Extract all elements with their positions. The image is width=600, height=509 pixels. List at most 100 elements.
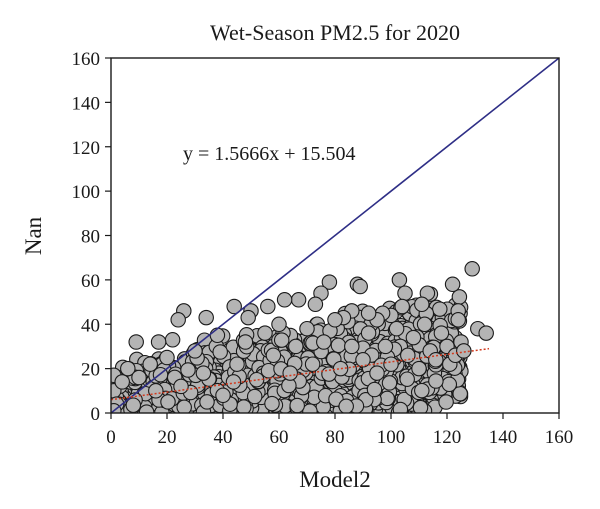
- data-point: [330, 337, 347, 354]
- data-point: [128, 334, 144, 350]
- data-point: [148, 383, 164, 399]
- data-point: [327, 312, 343, 328]
- data-point: [299, 320, 315, 337]
- data-point: [304, 356, 321, 372]
- data-point: [271, 316, 287, 333]
- data-point: [394, 298, 410, 315]
- data-point: [355, 352, 371, 368]
- data-point: [352, 278, 368, 295]
- x-tick-label: 160: [545, 427, 574, 448]
- data-point: [288, 338, 304, 355]
- data-points: [111, 261, 494, 413]
- data-point: [338, 398, 354, 413]
- x-tick-label: 20: [158, 427, 177, 448]
- data-point: [225, 374, 242, 390]
- data-point: [433, 325, 450, 341]
- data-point: [276, 292, 293, 308]
- data-point: [176, 399, 192, 413]
- data-point: [332, 360, 349, 377]
- data-point: [240, 309, 256, 326]
- x-axis-label: Model2: [299, 467, 371, 492]
- regression-equation: y = 1.5666x + 15.504: [183, 143, 356, 165]
- data-point: [160, 394, 176, 410]
- data-point: [412, 399, 429, 413]
- data-point: [265, 347, 282, 364]
- data-point: [400, 347, 416, 364]
- x-tick-label: 0: [106, 427, 116, 448]
- x-tick-label: 60: [270, 427, 289, 448]
- data-point: [441, 376, 458, 393]
- x-tick-label: 80: [326, 427, 345, 448]
- data-point: [456, 343, 472, 359]
- data-point: [405, 329, 422, 346]
- data-point: [138, 404, 155, 413]
- y-tick-label: 20: [81, 360, 100, 381]
- data-point: [198, 309, 214, 326]
- data-point: [478, 325, 494, 341]
- data-point: [150, 334, 167, 350]
- y-tick-label: 100: [72, 182, 101, 203]
- data-point: [180, 362, 196, 378]
- data-point: [195, 365, 212, 381]
- data-point: [302, 403, 318, 413]
- data-point: [392, 401, 409, 413]
- data-point: [321, 274, 338, 290]
- data-point: [290, 292, 307, 308]
- data-point: [428, 373, 444, 389]
- data-point: [416, 316, 433, 333]
- data-point: [399, 371, 415, 387]
- y-tick-label: 80: [81, 227, 100, 248]
- data-point: [212, 344, 228, 360]
- identity-line: [110, 57, 560, 414]
- data-point: [170, 312, 186, 328]
- data-point: [187, 343, 203, 359]
- data-point: [377, 338, 394, 355]
- data-point: [229, 356, 245, 372]
- data-point: [246, 388, 263, 405]
- data-point: [444, 276, 461, 293]
- data-point: [289, 397, 305, 413]
- data-point: [237, 334, 254, 350]
- data-point: [248, 371, 265, 388]
- data-point: [120, 360, 136, 377]
- data-point: [414, 382, 430, 399]
- chart-title: Wet-Season PM2.5 for 2020: [210, 20, 460, 45]
- data-point: [369, 365, 385, 381]
- data-point: [114, 374, 130, 390]
- data-point: [131, 369, 147, 386]
- y-tick-label: 60: [81, 271, 100, 292]
- data-point: [236, 399, 252, 413]
- data-point: [209, 327, 226, 344]
- data-point: [360, 325, 377, 341]
- x-tick-label: 120: [433, 427, 462, 448]
- y-tick-label: 120: [72, 138, 101, 159]
- data-point: [142, 356, 158, 372]
- data-point: [226, 298, 242, 315]
- data-point: [257, 325, 273, 341]
- y-tick-label: 40: [81, 315, 100, 336]
- data-point: [282, 365, 298, 381]
- data-point: [379, 390, 395, 407]
- data-point: [316, 334, 332, 350]
- y-tick-label: 0: [91, 404, 101, 425]
- y-tick-label: 140: [72, 93, 101, 114]
- y-axis-ticks: 0 20 40 60 80 100 120 140 160: [72, 49, 111, 425]
- data-point: [411, 360, 427, 377]
- data-point: [391, 272, 408, 288]
- data-point: [414, 296, 430, 313]
- y-axis-label: Nan: [21, 216, 46, 255]
- data-point: [164, 332, 181, 348]
- data-point: [383, 356, 399, 372]
- x-tick-label: 140: [489, 427, 518, 448]
- data-point: [264, 395, 280, 412]
- data-point: [450, 312, 466, 328]
- data-point: [366, 381, 383, 398]
- data-point: [397, 285, 413, 301]
- data-point: [159, 349, 175, 366]
- trend-line: [110, 347, 490, 401]
- data-point: [388, 320, 405, 337]
- data-point: [360, 305, 377, 321]
- data-point: [173, 378, 189, 395]
- data-point: [260, 298, 276, 315]
